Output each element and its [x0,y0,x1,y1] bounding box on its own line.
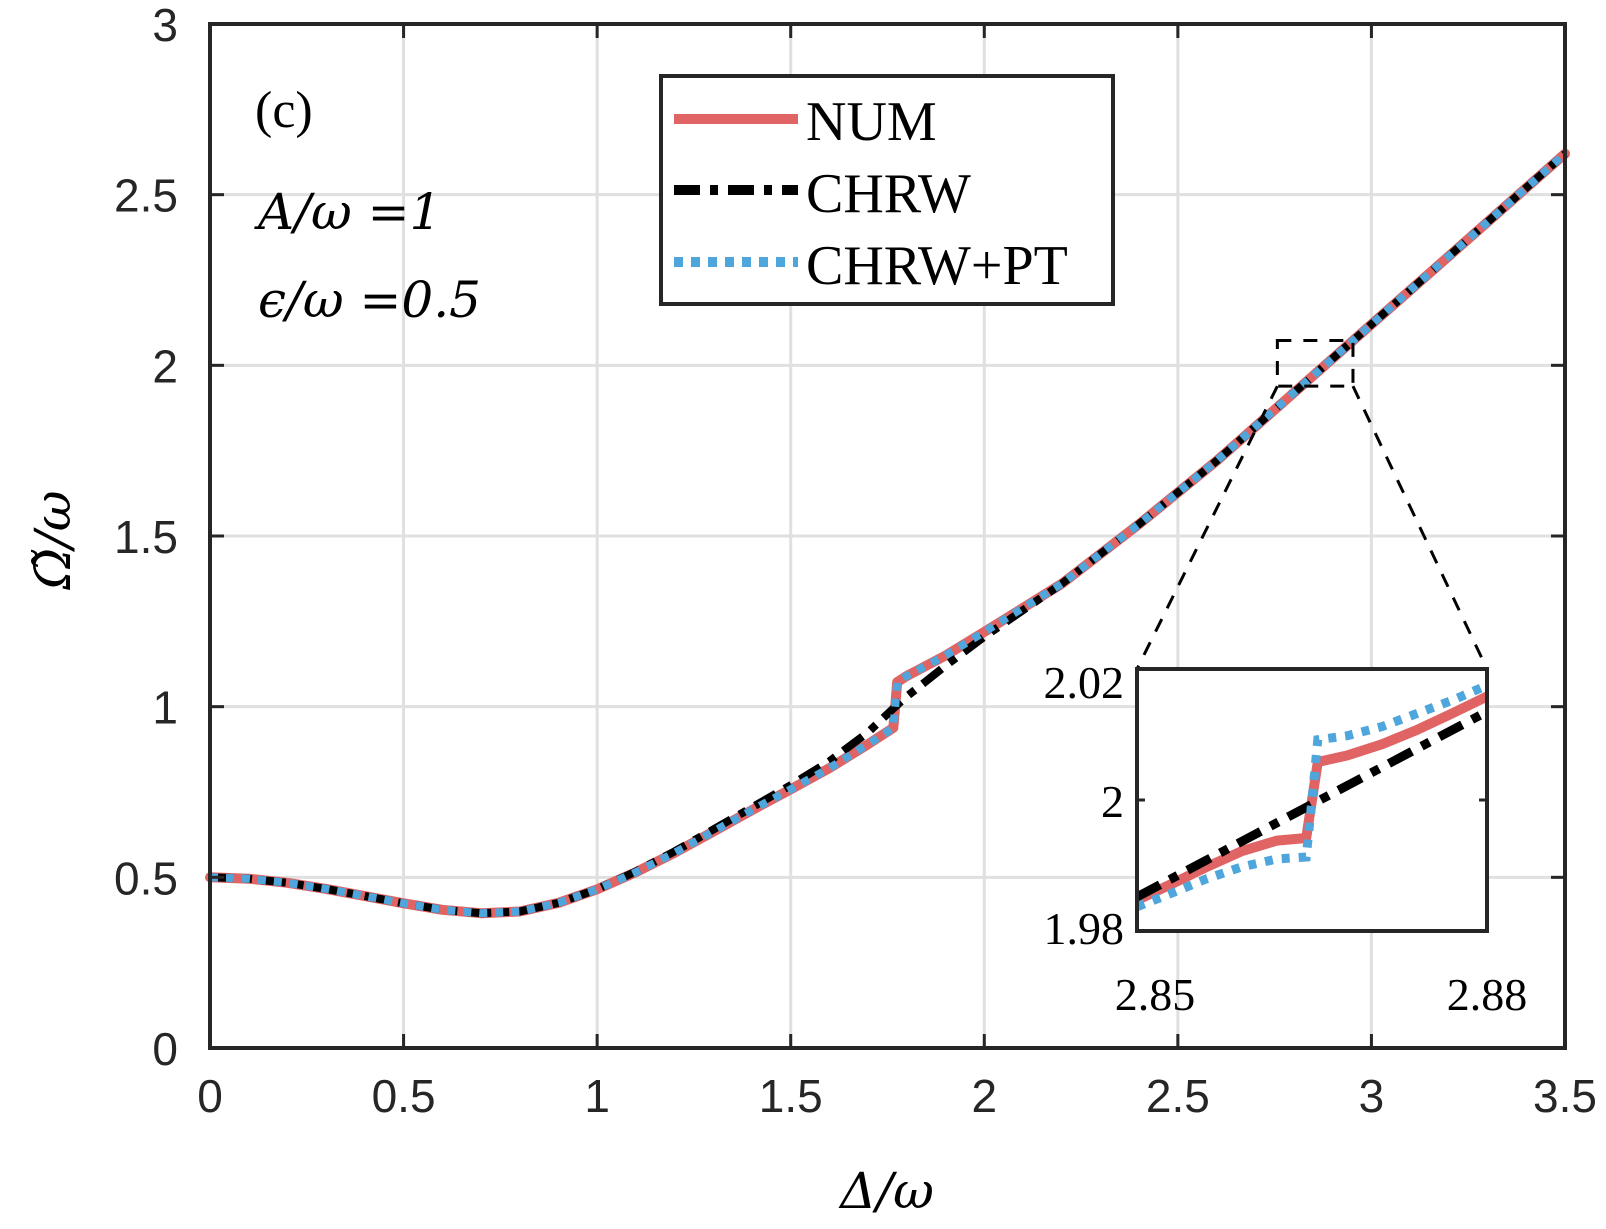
y-axis-label: Ω̃/ω [24,490,82,590]
series-chrw [209,150,1568,918]
zoom-connector-left [1135,385,1279,670]
y-tick-label: 1 [152,682,178,734]
y-tick-labels: 0 0.5 1 1.5 2 2.5 3 [114,0,178,1075]
inset-ytick-label: 1.98 [1044,903,1125,954]
main-series [205,148,1570,919]
axis-ticks [208,22,1567,1050]
inset-axes: 2.02 2 1.98 2.85 2.88 [1044,657,1528,1020]
x-tick-label: 3 [1359,1070,1385,1122]
panel-label: (c) [255,82,313,139]
x-axis-label: Δ/ω [838,1162,934,1220]
zoom-box [1275,339,1355,388]
y-tick-label: 0 [152,1023,178,1075]
x-tick-label: 0 [197,1070,223,1122]
legend-label-chrw: CHRW [806,163,971,225]
y-tick-label: 2 [152,340,178,392]
x-tick-label: 3.5 [1533,1070,1597,1122]
y-tick-label: 3 [152,0,178,51]
x-tick-labels: 0 0.5 1 1.5 2 2.5 3 3.5 [197,1070,1597,1122]
x-tick-label: 1 [584,1070,610,1122]
legend-label-num: NUM [806,91,937,153]
inset-series-chrw [1137,707,1487,901]
legend-entry-num: NUM [674,91,937,153]
legend: NUM CHRW CHRW+PT [659,74,1115,306]
y-tick-label: 1.5 [114,511,178,563]
inset-series-chrw-pt [1137,681,1487,911]
zoom-indicator [1135,339,1489,670]
inset-ytick-label: 2 [1101,776,1124,827]
legend-label-chrw-pt: CHRW+PT [806,235,1068,297]
x-tick-label: 2.5 [1146,1070,1210,1122]
inset-series-num [1137,692,1487,905]
inset-ytick-label: 2.02 [1044,657,1125,708]
x-tick-label: 1.5 [759,1070,823,1122]
y-tick-label: 2.5 [114,170,178,222]
y-tick-label: 0.5 [114,852,178,904]
x-tick-label: 0.5 [372,1070,436,1122]
inset-xtick-label: 2.88 [1447,969,1528,1020]
legend-entry-chrw-pt: CHRW+PT [674,235,1068,297]
legend-entry-chrw: CHRW [674,163,971,225]
inset-xtick-label: 2.85 [1115,969,1196,1020]
zoom-connector-right [1351,385,1489,670]
annotation-epsilon: ϵ/ω =0.5 [258,271,481,329]
annotation-amplitude: A/ω =1 [254,183,441,241]
inset-series [1137,681,1487,911]
x-tick-label: 2 [971,1070,997,1122]
